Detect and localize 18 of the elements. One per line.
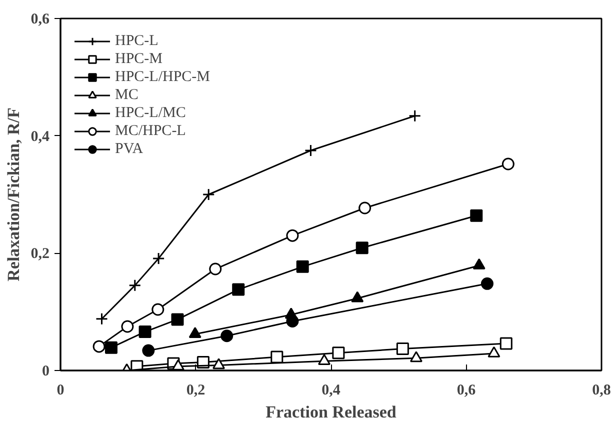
y-tick-label: 0,6 [30,12,50,28]
y-tick-label: 0,2 [30,246,50,262]
y-tick-label: 0 [42,364,50,380]
y-tick-label: 0,4 [30,128,50,145]
x-tick-label: 0,4 [322,382,341,398]
x-tick-label: 0,2 [186,382,206,398]
y-axis-title: Relaxation/Fickian, R/F [4,108,23,282]
legend-label: HPC-L/MC [115,104,186,122]
legend-label: HPC-M [115,50,163,68]
legend-label: HPC-L/HPC-M [115,68,210,86]
legend-label: PVA [115,140,144,158]
x-axis-title: Fraction Released [266,402,397,422]
legend-label: HPC-L [115,32,158,50]
x-tick-label: 0,8 [592,382,611,398]
x-tick-label: 0 [56,382,64,398]
legend-label: MC [115,86,138,104]
legend-label: MC/HPC-L [115,122,186,140]
x-tick-label: 0,6 [456,382,476,398]
